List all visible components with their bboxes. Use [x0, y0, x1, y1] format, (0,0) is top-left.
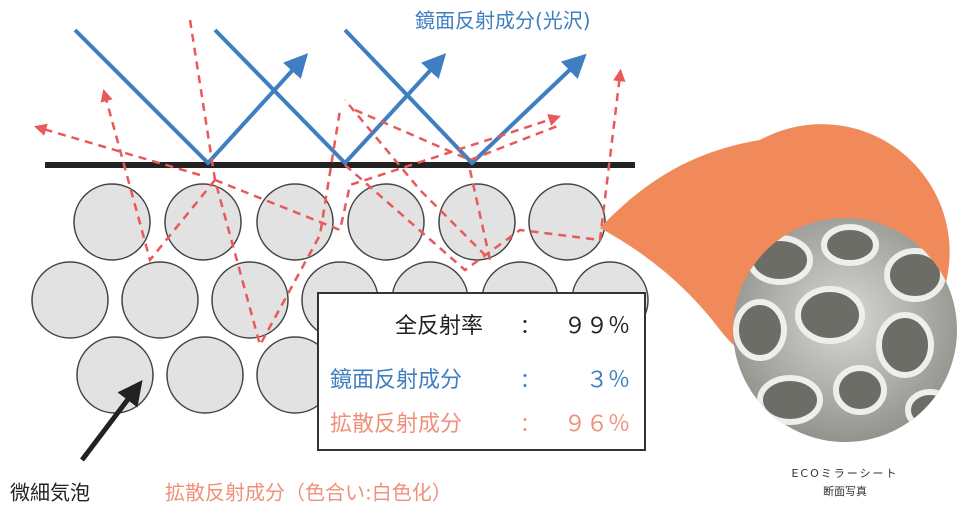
svg-text:：: ：	[520, 412, 540, 436]
bubble	[211, 261, 289, 339]
row-label: 拡散反射成分	[330, 412, 462, 437]
row-label: 鏡面反射成分	[330, 368, 462, 393]
bubble	[528, 183, 606, 261]
bubble	[166, 336, 244, 414]
box-rows: 全反射率 ９９％ 鏡面反射成分 ３％ 拡散反射成分 ９６％	[330, 314, 630, 437]
bubble	[73, 183, 151, 261]
bubble-label: 微細気泡	[10, 481, 90, 505]
colons: ： ： ：	[520, 314, 540, 436]
photo-texture	[733, 224, 955, 431]
bubble	[256, 183, 334, 261]
svg-text:：: ：	[520, 314, 540, 338]
bubble	[76, 336, 154, 414]
row-value: ９６％	[564, 412, 630, 437]
bubble	[31, 261, 109, 339]
photo-caption: 断面写真	[823, 484, 867, 498]
reflectance-box	[317, 292, 646, 451]
svg-text:：: ：	[520, 368, 540, 392]
bubble	[347, 183, 425, 261]
diffuse-rays	[34, 19, 626, 349]
photo-caption: ECOミラーシート	[791, 467, 898, 480]
row-value: ３％	[586, 368, 630, 393]
bubble-pointer	[80, 380, 143, 462]
specular-label: 鏡面反射成分(光沢)	[415, 9, 591, 33]
diffuse-label: 拡散反射成分（色合い:白色化）	[165, 481, 452, 505]
row-value: ９９％	[564, 314, 630, 339]
specular-rays	[73, 28, 587, 166]
bubble	[121, 261, 199, 339]
row-label: 全反射率	[395, 314, 483, 339]
